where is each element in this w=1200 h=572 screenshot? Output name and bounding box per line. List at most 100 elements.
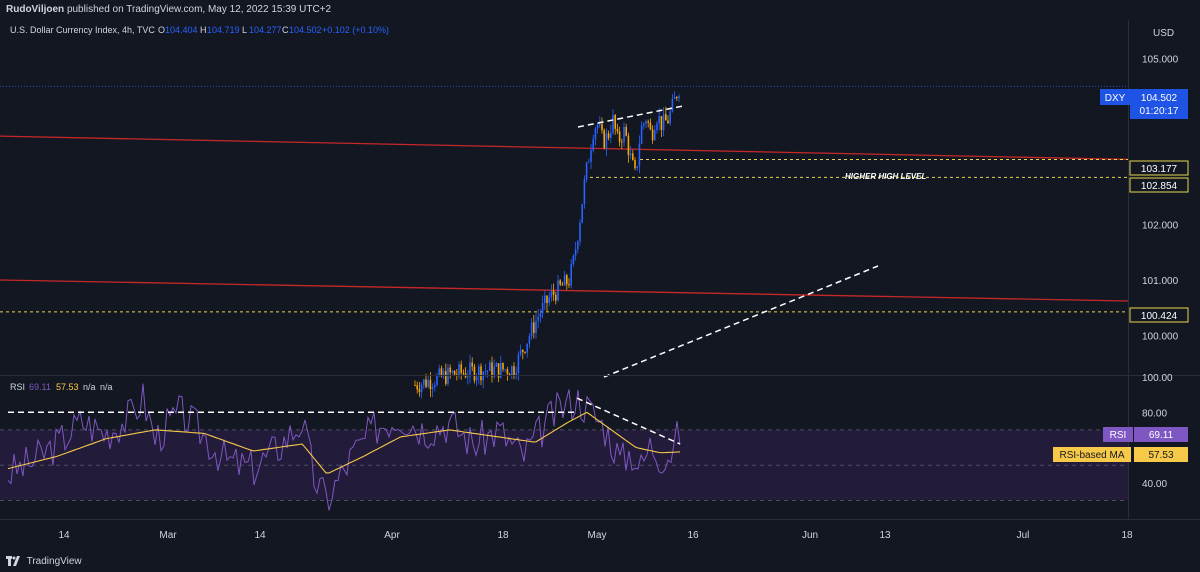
candle-body <box>528 336 531 344</box>
time-tick-label: Jul <box>1017 530 1030 541</box>
candle-body <box>539 313 542 317</box>
price-panel <box>0 85 1129 399</box>
svg-text:69.11: 69.11 <box>29 382 51 392</box>
resistance-line <box>0 135 1129 161</box>
candle-body <box>588 161 590 163</box>
svg-text:103.177: 103.177 <box>1141 164 1178 175</box>
candle-body <box>640 125 643 144</box>
candle-body <box>585 162 588 180</box>
candle-body <box>462 372 465 374</box>
candle-body <box>431 387 434 390</box>
candle-body <box>590 150 592 162</box>
published-text: published on TradingView.com, May 12, 20… <box>66 4 332 15</box>
candle-body <box>504 369 506 371</box>
brand-name: TradingView <box>26 556 82 567</box>
candle-body <box>473 366 476 381</box>
candle-body <box>445 371 447 384</box>
rsi-tick-label: 80.00 <box>1142 408 1167 419</box>
candle-body <box>651 129 654 141</box>
last-price: 104.502 <box>1141 93 1178 104</box>
candle-body <box>583 179 586 204</box>
candle-body <box>548 297 550 304</box>
candle-body <box>425 379 427 387</box>
candle-body <box>667 120 669 124</box>
svg-text:104.277: 104.277 <box>249 25 282 35</box>
svg-text:RSI-based MA: RSI-based MA <box>1059 450 1124 461</box>
candle-body <box>515 372 517 376</box>
candle-body <box>568 284 570 286</box>
candle-body <box>526 343 528 353</box>
candle-body <box>423 379 425 385</box>
rsi-band <box>0 429 1128 501</box>
symbol-badge: DXY <box>1105 93 1126 104</box>
brand-footer: TradingView <box>0 552 1200 572</box>
candle-body <box>636 166 638 169</box>
candle-body <box>449 367 451 373</box>
time-tick-label: 13 <box>879 530 891 541</box>
candle-body <box>552 290 555 295</box>
candle-body <box>537 316 539 321</box>
countdown: 01:20:17 <box>1140 106 1179 117</box>
candle-body <box>559 280 561 285</box>
candle-body <box>495 363 498 367</box>
candle-body <box>530 322 533 337</box>
candle-body <box>566 275 568 285</box>
candle-body <box>570 263 572 286</box>
candle-body <box>511 366 513 376</box>
candle-body <box>420 384 423 392</box>
candle-body <box>427 379 429 387</box>
svg-text:+0.102 (+0.10%): +0.102 (+0.10%) <box>322 25 389 35</box>
candle-body <box>623 126 625 143</box>
svg-text:L: L <box>242 25 247 35</box>
candle-body <box>658 116 660 124</box>
candle-body <box>478 366 480 377</box>
candle-body <box>555 294 557 301</box>
svg-text:104.404: 104.404 <box>165 25 198 35</box>
svg-text:C: C <box>282 25 289 35</box>
candle-body <box>649 122 652 130</box>
candle-body <box>632 153 634 161</box>
candle-body <box>467 376 469 378</box>
candle-body <box>442 371 445 377</box>
svg-text:n/a: n/a <box>100 382 113 392</box>
currency-label[interactable]: USD <box>1153 28 1174 39</box>
candle-body <box>429 379 432 390</box>
candle-body <box>629 153 632 156</box>
rsi-value-badge: RSI 69.11 <box>1103 427 1188 442</box>
candle-body <box>557 280 559 301</box>
candle-body <box>676 97 678 99</box>
candle-body <box>489 362 491 371</box>
candle-body <box>594 128 597 140</box>
author-name: RudoViljoen <box>6 4 65 15</box>
svg-text:104.719: 104.719 <box>207 25 240 35</box>
candle-body <box>618 131 621 142</box>
candle-body <box>535 320 537 333</box>
rsi-tick-label: 100.00 <box>1142 373 1173 384</box>
level-badge-100424: 100.424 <box>1129 307 1189 323</box>
svg-text:57.53: 57.53 <box>1148 450 1173 461</box>
time-tick-label: 18 <box>1121 530 1133 541</box>
candle-body <box>614 115 616 129</box>
candle-body <box>500 362 502 378</box>
ohlc-legend: O 104.404 H 104.719 L 104.277 C 104.502 … <box>158 25 389 35</box>
symbol-legend: U.S. Dollar Currency Index, 4h, TVC <box>10 25 155 35</box>
svg-text:RSI: RSI <box>1110 430 1127 441</box>
rsi-ma-badge: RSI-based MA 57.53 <box>1053 447 1188 462</box>
time-tick-label: 16 <box>687 530 699 541</box>
candle-body <box>434 385 436 388</box>
rsi-legend: RSI 69.11 57.53 n/a n/a <box>10 382 113 392</box>
candle-body <box>673 97 676 99</box>
candle-body <box>638 143 641 167</box>
svg-text:RSI: RSI <box>10 382 25 392</box>
resistance-line <box>0 279 1129 302</box>
chart-canvas[interactable]: 105.000104.000102.000101.000100.000100.0… <box>0 20 1200 552</box>
time-tick-label: May <box>588 530 607 541</box>
rsi-trendline <box>576 397 681 445</box>
candle-body <box>544 295 546 304</box>
time-tick-label: 14 <box>254 530 266 541</box>
time-tick-label: Jun <box>802 530 818 541</box>
candle-body <box>460 364 462 373</box>
candle-body <box>605 133 608 149</box>
svg-text:104.502: 104.502 <box>289 25 322 35</box>
candle-body <box>678 96 680 99</box>
